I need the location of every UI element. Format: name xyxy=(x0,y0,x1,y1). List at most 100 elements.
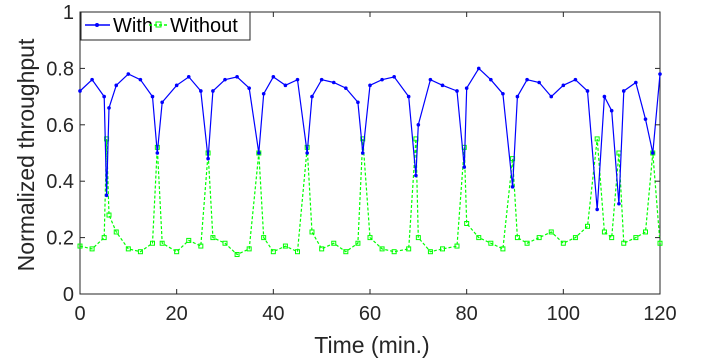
x-tick-label: 40 xyxy=(262,303,284,325)
y-tick-label: 0.2 xyxy=(46,228,74,250)
data-point-with xyxy=(174,83,179,88)
data-point-without xyxy=(657,240,663,246)
data-point-with xyxy=(476,66,481,71)
data-point-without xyxy=(186,237,192,243)
data-point-with xyxy=(549,94,554,99)
data-point-with xyxy=(138,77,143,82)
data-point-without xyxy=(222,240,228,246)
data-point-with xyxy=(621,89,626,93)
data-point-with xyxy=(223,77,227,82)
data-point-with xyxy=(271,75,276,79)
data-point-without xyxy=(560,240,566,246)
data-point-with xyxy=(510,185,515,189)
data-point-with xyxy=(595,207,599,212)
x-tick-label: 100 xyxy=(547,303,580,325)
data-point-without xyxy=(488,240,494,246)
data-point-without xyxy=(343,249,349,255)
axes-frame xyxy=(79,11,661,295)
data-point-with xyxy=(464,86,469,90)
data-point-with xyxy=(126,72,131,76)
data-point-without xyxy=(309,229,315,235)
y-tick-label: 0 xyxy=(63,284,74,306)
data-point-without xyxy=(106,212,112,218)
data-point-without xyxy=(367,235,373,241)
data-point-without xyxy=(514,235,520,241)
ticks-layer: 0 20 40 60 80 100 120 0 0.2 0.4 0.6 0.8 1 xyxy=(46,2,677,325)
data-point-with xyxy=(310,94,314,99)
plot-area-border xyxy=(79,11,661,295)
data-point-with xyxy=(368,83,372,88)
data-point-without xyxy=(621,240,627,246)
data-point-with xyxy=(114,83,119,88)
data-point-with xyxy=(104,193,109,198)
data-point-with xyxy=(160,100,164,105)
data-point-without xyxy=(137,249,143,255)
series-line-without xyxy=(79,138,661,256)
data-point-with xyxy=(257,151,261,155)
data-point-without xyxy=(198,243,204,249)
data-point-with xyxy=(344,86,348,90)
data-point-with xyxy=(462,165,467,169)
data-point-with xyxy=(650,151,655,155)
legend-without-label: Without xyxy=(170,15,238,37)
data-point-without xyxy=(415,235,421,241)
y-axis-title: Normalized throughput xyxy=(13,38,39,271)
data-point-without xyxy=(379,246,385,252)
data-point-without xyxy=(609,235,615,241)
data-point-with xyxy=(525,77,529,82)
y-tick-label: 0.4 xyxy=(46,171,74,193)
data-point-without xyxy=(295,249,300,255)
data-point-with xyxy=(585,89,590,93)
data-point-without xyxy=(77,243,83,249)
series-without xyxy=(77,136,663,258)
data-point-with xyxy=(609,108,614,113)
data-point-with xyxy=(283,83,288,88)
data-point-with xyxy=(416,123,421,127)
data-point-with xyxy=(602,94,607,99)
data-point-with xyxy=(537,80,541,85)
data-point-without xyxy=(585,223,590,229)
data-point-with xyxy=(515,94,520,99)
data-point-with xyxy=(78,89,82,93)
data-point-with xyxy=(501,91,505,96)
data-point-without xyxy=(464,221,470,226)
data-point-with xyxy=(380,77,384,82)
legend-box xyxy=(80,11,251,41)
data-point-with xyxy=(643,117,648,121)
x-tick-label: 120 xyxy=(643,303,676,325)
data-point-with xyxy=(440,83,445,88)
data-point-with xyxy=(489,77,493,82)
x-axis-title: Time (min.) xyxy=(314,332,429,358)
legend-with-marker xyxy=(95,23,99,27)
data-point-without xyxy=(548,229,554,235)
data-point-without xyxy=(101,235,107,241)
data-point-without xyxy=(454,243,460,249)
data-point-without xyxy=(440,246,445,252)
data-point-with xyxy=(206,156,210,161)
data-point-without xyxy=(282,243,288,249)
data-point-with xyxy=(428,77,433,82)
data-point-without xyxy=(234,252,240,258)
data-point-with xyxy=(617,201,621,206)
data-point-without xyxy=(536,235,542,241)
x-tick-label: 20 xyxy=(166,303,188,325)
x-tick-label: 60 xyxy=(359,303,381,325)
data-point-without xyxy=(150,240,155,246)
series-layer xyxy=(77,66,663,258)
data-point-with xyxy=(211,89,215,93)
data-point-without xyxy=(270,249,276,255)
data-point-with xyxy=(561,83,566,88)
data-point-with xyxy=(634,80,638,85)
data-point-with xyxy=(305,151,309,155)
data-point-without xyxy=(572,235,578,241)
data-point-with xyxy=(155,151,160,155)
legend: With Without xyxy=(80,11,251,41)
data-point-without xyxy=(174,249,180,255)
data-point-without xyxy=(125,246,131,252)
data-point-without xyxy=(406,246,412,252)
data-point-without xyxy=(261,235,267,241)
data-point-without xyxy=(391,249,397,255)
data-point-with xyxy=(356,100,360,105)
data-point-without xyxy=(633,235,639,241)
